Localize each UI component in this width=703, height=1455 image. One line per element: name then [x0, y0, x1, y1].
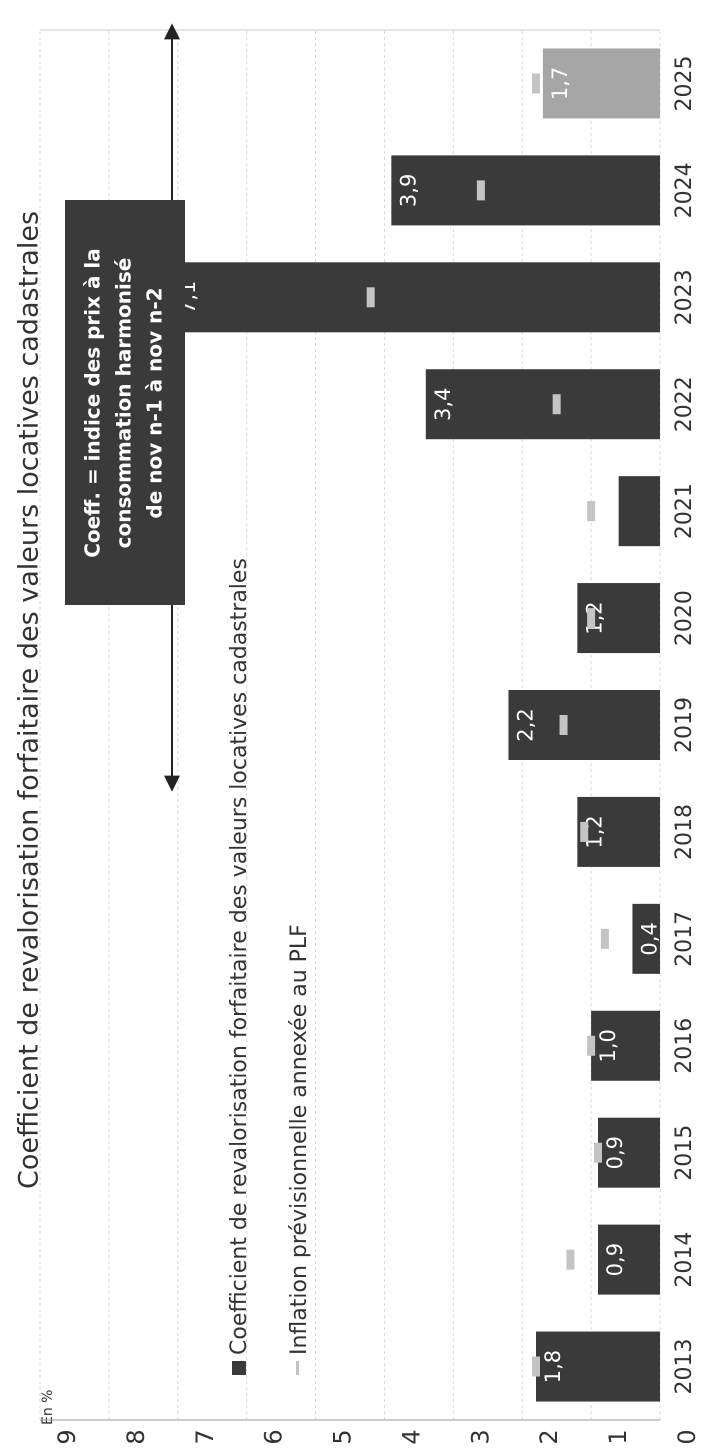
legend-swatch [232, 1361, 246, 1375]
inflation-marker [587, 1035, 596, 1056]
x-tick-label: 2020 [672, 590, 697, 646]
y-tick-label: 3 [466, 1429, 494, 1444]
data-label: 0,4 [637, 922, 661, 955]
inflation-marker [566, 1249, 575, 1270]
x-tick-label: 2017 [672, 911, 697, 967]
y-tick-label: 8 [122, 1429, 150, 1444]
x-tick-label: 2022 [672, 376, 697, 432]
y-tick-label: 0 [673, 1429, 701, 1444]
chart-title: Coefficient de revalorisation forfaitair… [14, 211, 45, 1189]
inflation-marker [587, 608, 596, 629]
legend-label: Coefficient de revalorisation forfaitair… [227, 558, 252, 1355]
data-label: 1,0 [596, 1029, 620, 1062]
data-label: 3,4 [431, 388, 455, 421]
inflation-marker [600, 928, 609, 949]
x-tick-label: 2014 [672, 1232, 697, 1288]
inflation-marker [552, 394, 561, 415]
y-tick-label: 1 [604, 1429, 632, 1444]
y-tick-label: 5 [329, 1429, 357, 1444]
unit-label: En % [40, 1390, 56, 1425]
y-tick-label: 2 [535, 1429, 563, 1444]
bar [425, 369, 660, 440]
x-tick-label: 2021 [672, 483, 697, 539]
inflation-marker [532, 1356, 540, 1377]
bar [170, 262, 660, 333]
inflation-marker [366, 287, 375, 308]
data-label: 0,9 [603, 1136, 627, 1169]
x-tick-label: 2016 [672, 1018, 697, 1074]
annotation-box [65, 200, 185, 605]
inflation-marker [580, 821, 589, 842]
x-tick-label: 2015 [672, 1125, 697, 1181]
data-label: 1,7 [548, 67, 572, 100]
bar [508, 690, 661, 760]
x-tick-label: 2025 [672, 55, 697, 111]
legend-label: Inflation prévisionnelle annexée au PLF [287, 924, 312, 1355]
inflation-marker [476, 180, 485, 201]
x-tick-label: 2024 [672, 162, 697, 218]
annotation-text: de nov n-1 à nov n-2 [143, 287, 167, 518]
annotation-text: consommation harmonisé [112, 258, 136, 549]
inflation-marker [532, 73, 540, 94]
bar [618, 476, 661, 547]
legend-swatch [296, 1361, 299, 1375]
bar [632, 903, 661, 974]
y-tick-label: 6 [260, 1429, 288, 1444]
bar [591, 1010, 660, 1081]
bar [598, 1117, 660, 1188]
x-tick-label: 2023 [672, 269, 697, 325]
bar [542, 48, 661, 119]
data-label: 1,8 [541, 1350, 565, 1383]
inflation-marker [559, 715, 568, 735]
x-tick-label: 2018 [672, 804, 697, 860]
y-tick-label: 4 [397, 1429, 425, 1444]
data-label: 3,9 [396, 174, 420, 207]
bar [536, 1331, 660, 1402]
data-label: 2,2 [513, 708, 537, 741]
x-tick-label: 2013 [672, 1339, 697, 1395]
bar [391, 155, 660, 226]
x-tick-label: 2019 [672, 697, 697, 753]
rotated-chart: Coefficient de revalorisation forfaitair… [14, 23, 701, 1445]
inflation-marker [587, 501, 596, 522]
bar [577, 583, 660, 654]
y-tick-label: 9 [53, 1429, 81, 1444]
annotation-text: Coeff. = indice des prix à la [81, 248, 105, 558]
bar [577, 796, 660, 867]
bar [598, 1224, 660, 1295]
inflation-marker [594, 1142, 602, 1163]
y-tick-label: 7 [191, 1429, 219, 1444]
data-label: 0,9 [603, 1243, 627, 1276]
